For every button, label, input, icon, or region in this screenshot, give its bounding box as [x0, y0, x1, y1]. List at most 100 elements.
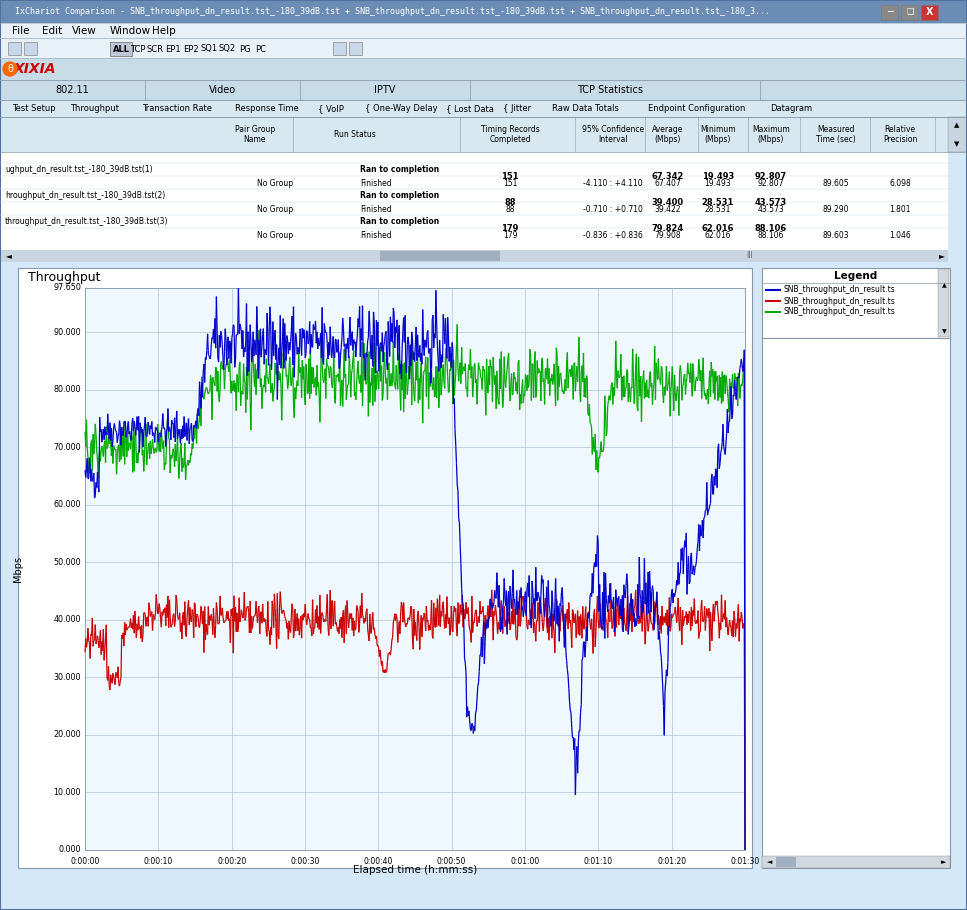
Text: View: View [72, 25, 97, 35]
FancyBboxPatch shape [380, 251, 500, 261]
Text: 62.016: 62.016 [705, 230, 731, 239]
Text: 40.000: 40.000 [53, 615, 81, 624]
Text: Finished: Finished [360, 205, 392, 214]
Text: ▲: ▲ [954, 122, 959, 128]
FancyBboxPatch shape [762, 268, 950, 338]
Text: 89.290: 89.290 [823, 205, 849, 214]
Text: III: III [747, 251, 753, 260]
Text: 43.573: 43.573 [757, 205, 784, 214]
Text: 151: 151 [503, 178, 517, 187]
Text: ►: ► [939, 251, 945, 260]
Text: 89.605: 89.605 [823, 178, 849, 187]
FancyBboxPatch shape [24, 42, 37, 55]
Text: No Group: No Group [257, 230, 293, 239]
Text: Ran to completion: Ran to completion [360, 191, 439, 200]
FancyBboxPatch shape [938, 269, 949, 337]
Text: 0:01:20: 0:01:20 [658, 857, 687, 866]
Text: { Lost Data: { Lost Data [446, 104, 494, 113]
Text: File: File [12, 25, 30, 35]
Text: Throughput: Throughput [28, 270, 101, 284]
Text: Measured
Time (sec): Measured Time (sec) [816, 125, 856, 144]
Text: Response Time: Response Time [235, 104, 299, 113]
Text: SNB_throughput_dn_result.ts: SNB_throughput_dn_result.ts [783, 308, 894, 317]
Text: 802.11: 802.11 [55, 85, 89, 95]
Text: SQ1: SQ1 [200, 45, 218, 54]
FancyBboxPatch shape [948, 117, 967, 152]
Text: 0:01:10: 0:01:10 [584, 857, 613, 866]
Text: ─: ─ [887, 7, 893, 17]
Text: ughput_dn_result.tst_-180_39dB.tst(1): ughput_dn_result.tst_-180_39dB.tst(1) [5, 166, 153, 175]
Text: ▼: ▼ [954, 141, 959, 147]
FancyBboxPatch shape [776, 857, 796, 867]
Text: No Group: No Group [257, 178, 293, 187]
FancyBboxPatch shape [349, 42, 362, 55]
Text: 43.573: 43.573 [755, 198, 787, 207]
FancyBboxPatch shape [110, 42, 132, 56]
Text: 92.807: 92.807 [758, 178, 784, 187]
Text: 95% Confidence
Interval: 95% Confidence Interval [582, 125, 644, 144]
FancyBboxPatch shape [0, 58, 967, 80]
Text: 0.000: 0.000 [58, 845, 81, 854]
Text: 0:01:30: 0:01:30 [730, 857, 760, 866]
Text: ALL: ALL [112, 45, 130, 54]
Text: -0.836 : +0.836: -0.836 : +0.836 [583, 230, 643, 239]
Text: 0:00:10: 0:00:10 [144, 857, 173, 866]
Text: TCP: TCP [131, 45, 146, 54]
FancyBboxPatch shape [0, 80, 967, 100]
Text: 80.000: 80.000 [53, 385, 81, 394]
Text: EP1: EP1 [165, 45, 181, 54]
Text: 30.000: 30.000 [53, 672, 81, 682]
Text: ▼: ▼ [942, 329, 947, 335]
Text: 39.422: 39.422 [655, 205, 681, 214]
Text: hroughput_dn_result.tst_-180_39dB.tst(2): hroughput_dn_result.tst_-180_39dB.tst(2) [5, 191, 165, 200]
Text: Mbps: Mbps [13, 556, 23, 582]
Text: 88.106: 88.106 [755, 224, 787, 233]
Text: 1.801: 1.801 [890, 205, 911, 214]
Text: IxChariot Comparison - SNB_throughput_dn_result.tst_-180_39dB.tst + SNB_throughp: IxChariot Comparison - SNB_throughput_dn… [15, 7, 770, 16]
FancyBboxPatch shape [8, 42, 21, 55]
Text: Ran to completion: Ran to completion [360, 217, 439, 227]
Text: 88: 88 [504, 198, 515, 207]
Text: Edit: Edit [42, 25, 62, 35]
Text: Ran to completion: Ran to completion [360, 166, 439, 175]
Text: { One-Way Delay: { One-Way Delay [365, 104, 438, 113]
Text: 88: 88 [505, 205, 514, 214]
Text: 0:00:40: 0:00:40 [364, 857, 393, 866]
Text: 28.531: 28.531 [702, 198, 734, 207]
Text: 92.807: 92.807 [755, 172, 787, 181]
Text: No Group: No Group [257, 205, 293, 214]
Text: Transaction Rate: Transaction Rate [142, 104, 212, 113]
FancyBboxPatch shape [881, 5, 898, 20]
Text: 10.000: 10.000 [53, 788, 81, 797]
Text: Endpoint Configuration: Endpoint Configuration [648, 104, 746, 113]
Text: Raw Data Totals: Raw Data Totals [552, 104, 619, 113]
Text: Pair Group
Name: Pair Group Name [235, 125, 276, 144]
Text: TCP Statistics: TCP Statistics [577, 85, 643, 95]
Text: 50.000: 50.000 [53, 558, 81, 567]
Text: θ: θ [7, 64, 13, 74]
Text: 179: 179 [503, 230, 517, 239]
Text: 0:00:50: 0:00:50 [437, 857, 466, 866]
Text: Average
(Mbps): Average (Mbps) [653, 125, 684, 144]
Text: PG: PG [239, 45, 250, 54]
Text: SNB_throughput_dn_result.ts: SNB_throughput_dn_result.ts [783, 286, 894, 295]
Text: EP2: EP2 [183, 45, 199, 54]
Text: Help: Help [152, 25, 176, 35]
FancyBboxPatch shape [0, 23, 967, 38]
Text: ❑: ❑ [906, 7, 914, 16]
Text: 89.603: 89.603 [823, 230, 849, 239]
FancyBboxPatch shape [901, 5, 918, 20]
Text: { Jitter: { Jitter [503, 104, 531, 113]
FancyBboxPatch shape [0, 152, 948, 262]
Text: 79.824: 79.824 [652, 224, 684, 233]
Text: Test Setup: Test Setup [12, 104, 56, 113]
FancyBboxPatch shape [0, 0, 967, 23]
FancyBboxPatch shape [0, 117, 948, 152]
Text: 0:01:00: 0:01:00 [511, 857, 540, 866]
Text: { VoIP: { VoIP [318, 104, 344, 113]
Text: Finished: Finished [360, 230, 392, 239]
Text: Relative
Precision: Relative Precision [883, 125, 917, 144]
Text: Run Status: Run Status [335, 130, 376, 139]
Text: Legend: Legend [835, 271, 878, 281]
Text: Elapsed time (h:mm:ss): Elapsed time (h:mm:ss) [353, 865, 477, 875]
